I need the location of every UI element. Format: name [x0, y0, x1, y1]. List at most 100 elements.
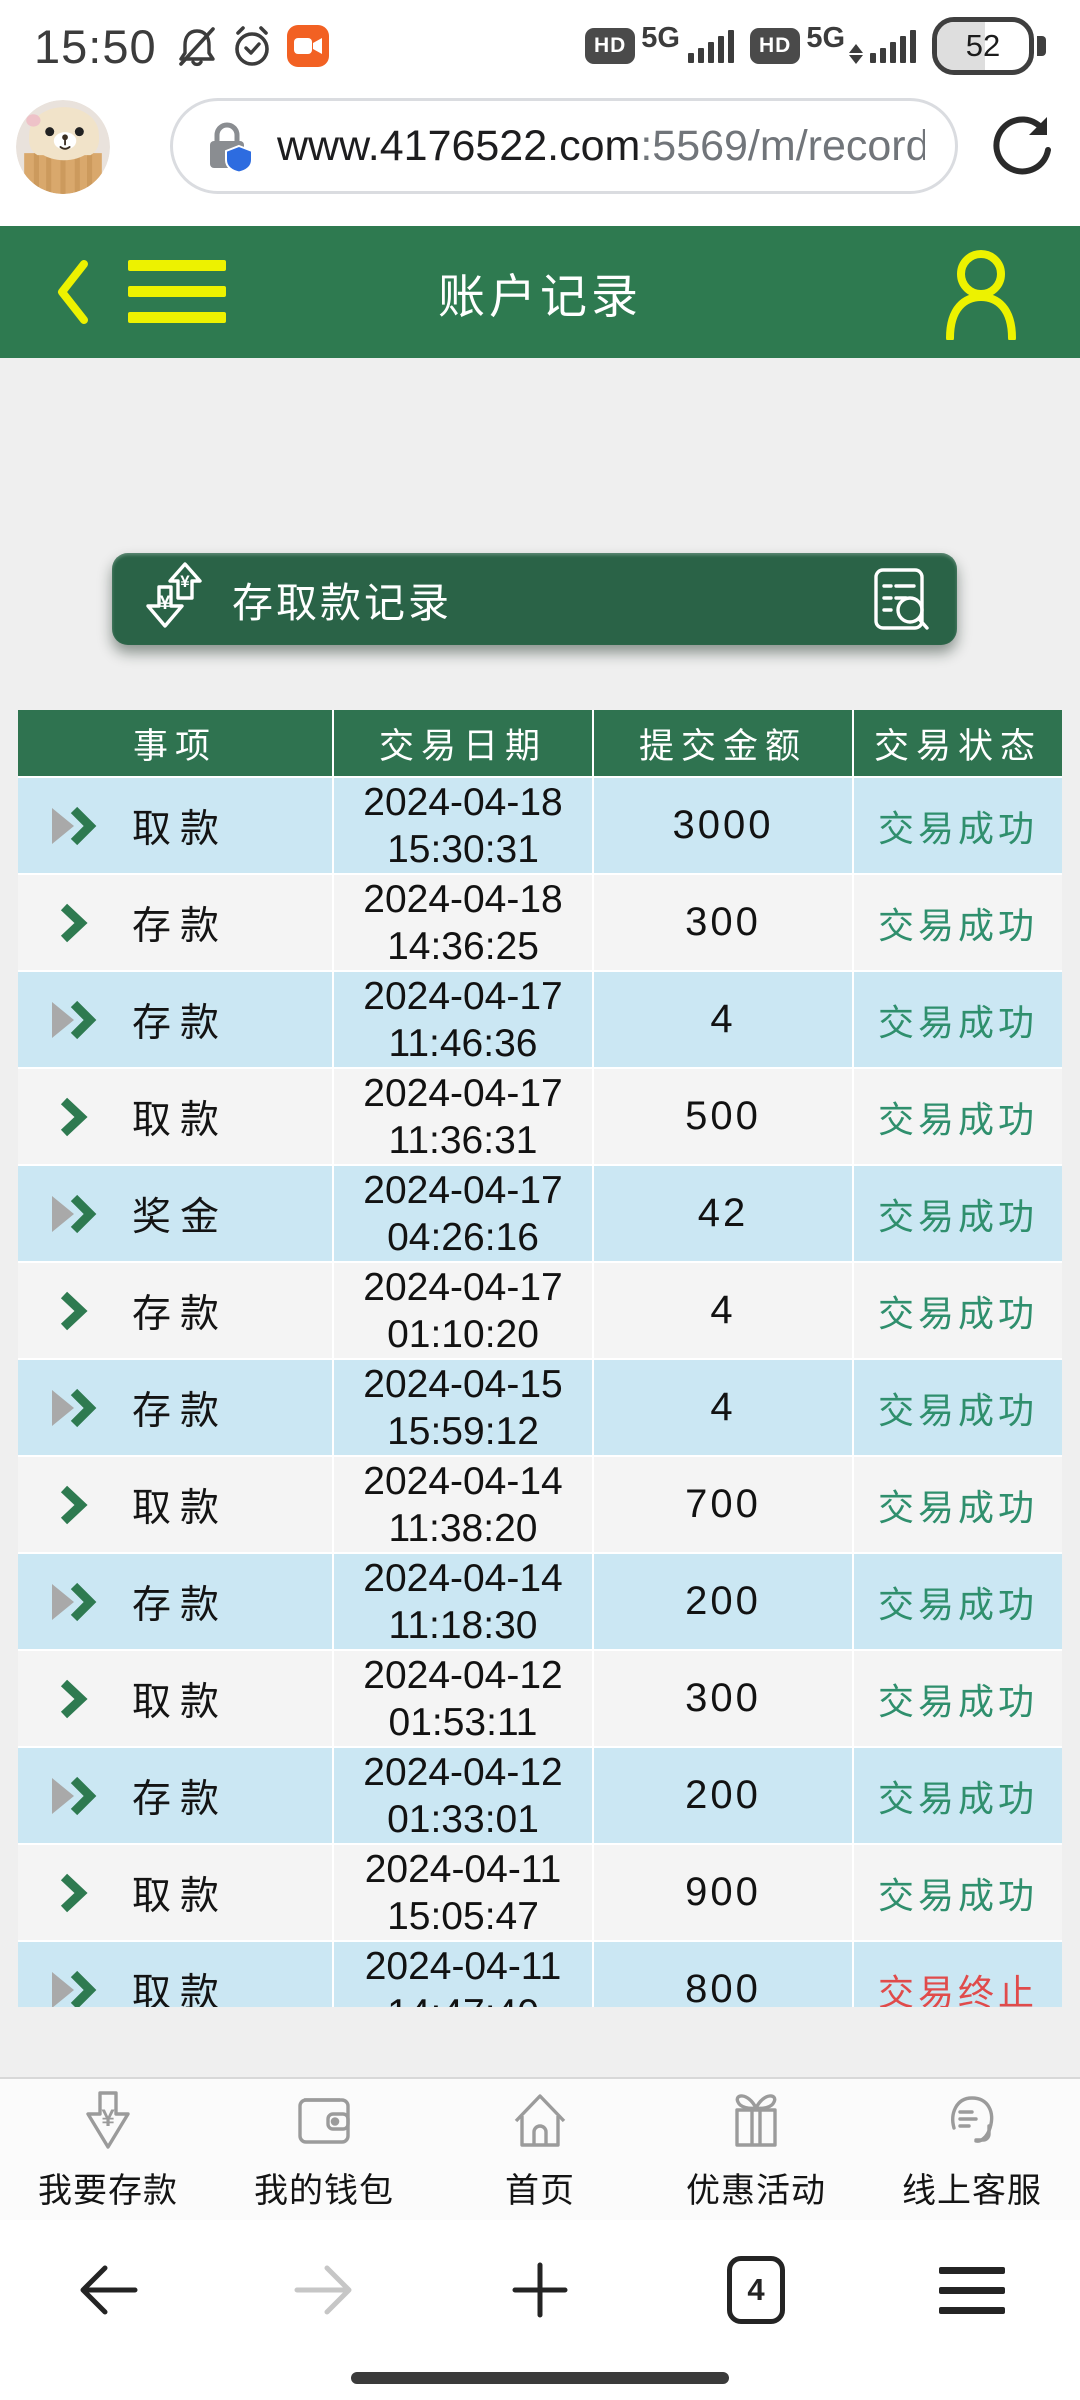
header-status: 交易状态	[873, 726, 1042, 766]
chevron-right-icon	[48, 901, 112, 945]
site-bottom-nav: ¥ 我要存款 我的钱包 首页 优惠活动 线上客服	[0, 2077, 1080, 2220]
transaction-amount: 500	[594, 1069, 854, 1164]
back-chevron-button[interactable]	[52, 258, 92, 331]
transaction-status: 交易成功	[877, 1486, 1038, 1528]
transaction-status: 交易成功	[877, 1195, 1038, 1237]
table-row[interactable]: 存款 2024-04-17 01:10:20 4 交易成功	[18, 1261, 1062, 1358]
hd-voice-badge: HD	[584, 28, 636, 64]
url-path: :5569/m/recordDep	[640, 121, 925, 170]
search-records-icon[interactable]	[869, 566, 931, 632]
status-bar: 15:50 HD 5G HD 5G 52	[0, 0, 1080, 92]
table-header-row: 事项 交易日期 提交金额 交易状态	[18, 710, 1062, 776]
transaction-status: 交易成功	[877, 807, 1038, 849]
home-indicator-bar[interactable]	[351, 2372, 729, 2384]
refresh-button[interactable]	[986, 110, 1058, 182]
tab-switcher-button[interactable]: 4	[648, 2256, 864, 2324]
transaction-type: 取款	[132, 807, 229, 851]
transaction-type: 取款	[132, 1486, 229, 1530]
transaction-type: 奖金	[132, 1195, 229, 1239]
address-bar[interactable]: www.4176522.com:5569/m/recordDep	[170, 98, 958, 194]
transaction-time: 15:59:12	[387, 1409, 539, 1453]
nav-label: 首页	[505, 2172, 575, 2210]
svg-text:¥: ¥	[160, 593, 171, 614]
transaction-date: 2024-04-17	[363, 1265, 563, 1309]
table-row[interactable]: 奖金 2024-04-17 04:26:16 42 交易成功	[18, 1164, 1062, 1261]
double-arrow-icon	[48, 998, 112, 1042]
nav-item-promotions[interactable]: 优惠活动	[648, 2079, 864, 2220]
nav-item-home[interactable]: 首页	[432, 2079, 648, 2220]
double-arrow-icon	[48, 1386, 112, 1430]
transaction-status: 交易成功	[877, 1389, 1038, 1431]
browser-back-button[interactable]	[0, 2264, 216, 2316]
transaction-date: 2024-04-14	[363, 1459, 563, 1503]
battery-indicator: 52	[932, 17, 1046, 75]
nav-item-customer-service[interactable]: 线上客服	[864, 2079, 1080, 2220]
menu-hamburger-button[interactable]	[128, 260, 226, 338]
network-type-label: 5G	[641, 21, 680, 54]
transaction-type: 存款	[132, 1389, 229, 1433]
double-arrow-icon	[48, 1774, 112, 1818]
transaction-status: 交易成功	[877, 1874, 1038, 1916]
transaction-type: 存款	[132, 1292, 229, 1336]
deposit-withdraw-records-banner[interactable]: ¥ ¥ 存取款记录	[112, 553, 957, 645]
table-row[interactable]: 存款 2024-04-12 01:33:01 200 交易成功	[18, 1746, 1062, 1843]
network-type-label-2: 5G	[806, 21, 845, 54]
transaction-time: 14:36:25	[387, 924, 539, 968]
transaction-time: 01:53:11	[388, 1700, 538, 1744]
app-header: 账户记录	[0, 226, 1080, 358]
nav-item-wallet[interactable]: 我的钱包	[216, 2079, 432, 2220]
browser-menu-button[interactable]	[864, 2254, 1080, 2327]
table-row[interactable]: 取款 2024-04-11 15:05:47 900 交易成功	[18, 1843, 1062, 1940]
table-row[interactable]: 取款 2024-04-11 14:47:40 800 交易终止	[18, 1940, 1062, 2007]
transaction-status: 交易成功	[877, 1098, 1038, 1140]
page-body: ¥ ¥ 存取款记录 事项 交易日期 提交金额 交易状态 取款 2024-0	[0, 358, 1080, 2077]
browser-forward-button[interactable]	[216, 2264, 432, 2316]
transaction-time: 01:33:01	[387, 1797, 539, 1841]
browser-toolbar: 4	[0, 2220, 1080, 2400]
transaction-status: 交易成功	[877, 1292, 1038, 1334]
nav-item-deposit[interactable]: ¥ 我要存款	[0, 2079, 216, 2220]
table-row[interactable]: 存款 2024-04-17 11:46:36 4 交易成功	[18, 970, 1062, 1067]
secure-lock-shield-icon[interactable]	[203, 118, 255, 174]
transaction-type: 存款	[132, 904, 229, 948]
clock-time: 15:50	[34, 19, 157, 73]
battery-percent: 52	[965, 28, 1001, 63]
transaction-status: 交易成功	[877, 1583, 1038, 1625]
transaction-type: 取款	[132, 1971, 229, 2008]
transaction-time: 04:26:16	[387, 1215, 539, 1259]
transaction-date: 2024-04-18	[363, 780, 563, 824]
transaction-time: 11:18:30	[388, 1603, 538, 1647]
transaction-amount: 42	[594, 1166, 854, 1261]
new-tab-plus-button[interactable]	[432, 2261, 648, 2319]
transaction-amount: 200	[594, 1554, 854, 1649]
transaction-time: 14:47:40	[387, 1990, 539, 2008]
header-item: 事项	[18, 710, 334, 776]
table-row[interactable]: 取款 2024-04-18 15:30:31 3000 交易成功	[18, 776, 1062, 873]
svg-text:¥: ¥	[101, 2105, 115, 2132]
transaction-date: 2024-04-11	[364, 1944, 562, 1988]
transaction-time: 15:30:31	[387, 827, 539, 871]
table-row[interactable]: 存款 2024-04-18 14:36:25 300 交易成功	[18, 873, 1062, 970]
table-row[interactable]: 取款 2024-04-12 01:53:11 300 交易成功	[18, 1649, 1062, 1746]
chevron-right-icon	[48, 1871, 112, 1915]
chevron-right-icon	[48, 1095, 112, 1139]
chevron-right-icon	[48, 1677, 112, 1721]
transaction-type: 存款	[132, 1583, 229, 1627]
table-row[interactable]: 存款 2024-04-15 15:59:12 4 交易成功	[18, 1358, 1062, 1455]
deposit-arrow-icon: ¥	[76, 2088, 140, 2157]
transaction-type: 取款	[132, 1874, 229, 1918]
signal-bars-icon-2	[866, 29, 916, 63]
transaction-time: 11:38:20	[388, 1506, 538, 1550]
profile-person-icon[interactable]	[940, 248, 1022, 345]
transaction-status: 交易终止	[877, 1971, 1038, 2008]
double-arrow-icon	[48, 804, 112, 848]
avatar[interactable]	[16, 100, 110, 194]
url-text[interactable]: www.4176522.com:5569/m/recordDep	[277, 122, 925, 171]
transaction-amount: 300	[594, 875, 854, 970]
signal-bars-icon	[684, 29, 734, 63]
transaction-status: 交易成功	[877, 904, 1038, 946]
table-row[interactable]: 存款 2024-04-14 11:18:30 200 交易成功	[18, 1552, 1062, 1649]
table-row[interactable]: 取款 2024-04-14 11:38:20 700 交易成功	[18, 1455, 1062, 1552]
table-row[interactable]: 取款 2024-04-17 11:36:31 500 交易成功	[18, 1067, 1062, 1164]
transaction-date: 2024-04-17	[363, 1071, 563, 1115]
